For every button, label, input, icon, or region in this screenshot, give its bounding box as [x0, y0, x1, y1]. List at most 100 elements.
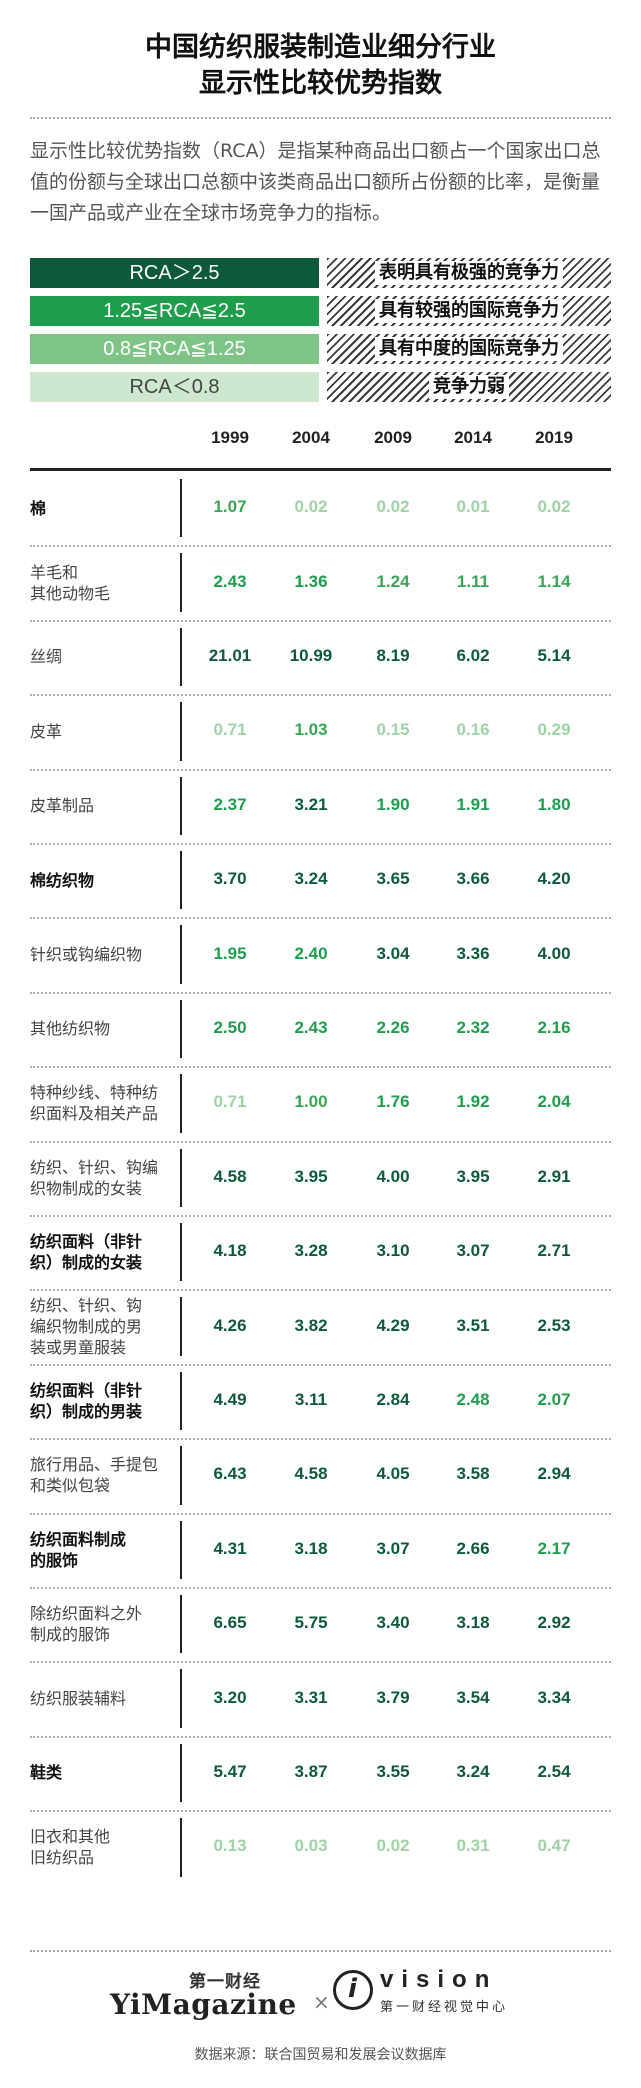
data-cell: 1.36: [294, 571, 328, 591]
row-label: 除纺织面料之外 制成的服饰: [30, 1604, 143, 1645]
data-cell: 3.24: [456, 1762, 490, 1781]
data-cell: 2.16: [537, 1018, 571, 1037]
row-separator: [30, 545, 611, 548]
data-cell: 3.20: [213, 1687, 247, 1707]
data-cell: 2.40: [294, 943, 328, 963]
data-cell: 3.65: [376, 869, 410, 889]
row-divider-vertical: [180, 1074, 182, 1133]
data-cell: 2.04: [537, 1092, 571, 1112]
data-cell: 3.24: [294, 869, 328, 889]
legend-range: 1.25≦RCA≦2.5: [30, 296, 319, 326]
data-cell: 3.55: [376, 1762, 410, 1781]
data-cell: 2.48: [456, 1390, 490, 1409]
row-divider-vertical: [180, 1148, 182, 1207]
row-label: 纺织、针织、钩编 织物制成的女装: [30, 1157, 159, 1198]
data-cell: 4.00: [537, 943, 571, 963]
row-divider-vertical: [180, 1595, 182, 1654]
column-header-year: 1999: [211, 428, 249, 447]
data-cell: 3.18: [294, 1538, 328, 1558]
data-cell: 2.84: [376, 1390, 410, 1409]
row-divider-vertical: [180, 1371, 182, 1431]
data-cell: 0.02: [294, 497, 328, 517]
data-cell: 0.16: [456, 720, 490, 740]
legend-description: 具有中度的国际竞争力: [375, 337, 563, 361]
row-divider-vertical: [180, 702, 182, 761]
row-label: 羊毛和 其他动物毛: [30, 562, 111, 603]
data-cell: 1.90: [376, 794, 410, 814]
row-label: 纺织面料制成 的服饰: [30, 1529, 127, 1570]
legend-description: 竞争力弱: [429, 375, 509, 399]
row-separator: [30, 1215, 611, 1217]
divider: [30, 117, 611, 119]
row-label: 旧衣和其他 旧纺织品: [30, 1827, 111, 1868]
data-cell: 5.75: [294, 1613, 328, 1633]
row-divider-vertical: [180, 1446, 182, 1505]
row-separator: [30, 1066, 611, 1069]
data-cell: 8.19: [376, 646, 410, 665]
data-cell: 4.00: [376, 1166, 410, 1186]
data-cell: 3.11: [294, 1390, 328, 1409]
data-cell: 0.71: [213, 720, 247, 740]
legend-description: 表明具有极强的竞争力: [375, 261, 563, 285]
data-cell: 0.02: [376, 497, 410, 517]
data-cell: 1.11: [456, 571, 490, 591]
row-label: 纺织、针织、钩 编织物制成的男 装或男童服装: [30, 1296, 143, 1358]
logo-vision: vision: [380, 1966, 498, 1993]
row-separator: [30, 1810, 611, 1813]
data-cell: 6.43: [213, 1464, 247, 1484]
data-cell: 3.10: [376, 1241, 410, 1261]
data-cell: 0.47: [537, 1836, 571, 1856]
legend-item: 0.8≦RCA≦1.25 具有中度的国际竞争力: [30, 334, 611, 364]
data-cell: 21.01: [208, 646, 252, 665]
data-cell: 3.82: [294, 1315, 328, 1335]
data-cell: 3.21: [294, 794, 328, 814]
data-cell: 0.29: [537, 720, 571, 740]
data-cell: 4.31: [213, 1538, 247, 1558]
legend-item: 1.25≦RCA≦2.5 具有较强的国际竞争力: [30, 296, 611, 326]
row-separator: [30, 1289, 611, 1292]
data-cell: 2.43: [294, 1018, 328, 1037]
row-divider-vertical: [180, 776, 182, 835]
data-cell: 2.32: [456, 1018, 490, 1037]
row-separator: [30, 1438, 611, 1441]
column-header-year: 2014: [454, 428, 492, 447]
row-separator: [30, 1512, 611, 1515]
data-cell: 1.95: [213, 943, 247, 963]
row-separator: [30, 843, 611, 845]
row-label: 皮革制品: [30, 796, 95, 816]
data-cell: 3.18: [456, 1613, 490, 1633]
row-label: 针织或钩编织物: [30, 945, 143, 965]
data-cell: 10.99: [289, 646, 333, 665]
legend-range: RCA＞2.5: [30, 258, 319, 288]
data-cell: 0.31: [456, 1836, 490, 1856]
data-cell: 6.65: [213, 1613, 247, 1633]
data-cell: 3.95: [456, 1166, 490, 1186]
chart-title-line1: 中国纺织服装制造业细分行业: [145, 32, 496, 63]
column-header-year: 2009: [374, 428, 412, 447]
row-separator: [30, 917, 611, 920]
data-cell: 4.20: [537, 869, 571, 889]
data-cell: 2.91: [537, 1166, 571, 1186]
data-cell: 2.53: [537, 1315, 571, 1335]
data-cell: 1.80: [537, 794, 571, 814]
data-cell: 0.01: [456, 497, 490, 517]
data-cell: 4.18: [213, 1241, 247, 1261]
legend-description: 具有较强的国际竞争力: [375, 299, 563, 323]
logo-vision-i: i: [348, 1974, 357, 2004]
data-cell: 1.00: [294, 1092, 328, 1112]
data-cell: 1.03: [294, 720, 328, 740]
row-divider-vertical: [180, 1520, 182, 1579]
row-separator: [30, 694, 611, 697]
data-cell: 3.54: [456, 1687, 490, 1707]
row-separator: [30, 768, 611, 771]
row-divider-vertical: [180, 1297, 182, 1356]
data-cell: 2.66: [456, 1538, 490, 1558]
logo-cross: ×: [313, 1990, 330, 2014]
row-separator: [30, 1735, 611, 1738]
row-divider-vertical: [180, 851, 182, 910]
data-cell: 2.43: [213, 571, 247, 591]
vision-logo-icon: [333, 1970, 373, 2010]
row-label: 棉: [30, 498, 47, 518]
row-divider-vertical: [180, 479, 182, 538]
row-divider-vertical: [180, 553, 182, 612]
